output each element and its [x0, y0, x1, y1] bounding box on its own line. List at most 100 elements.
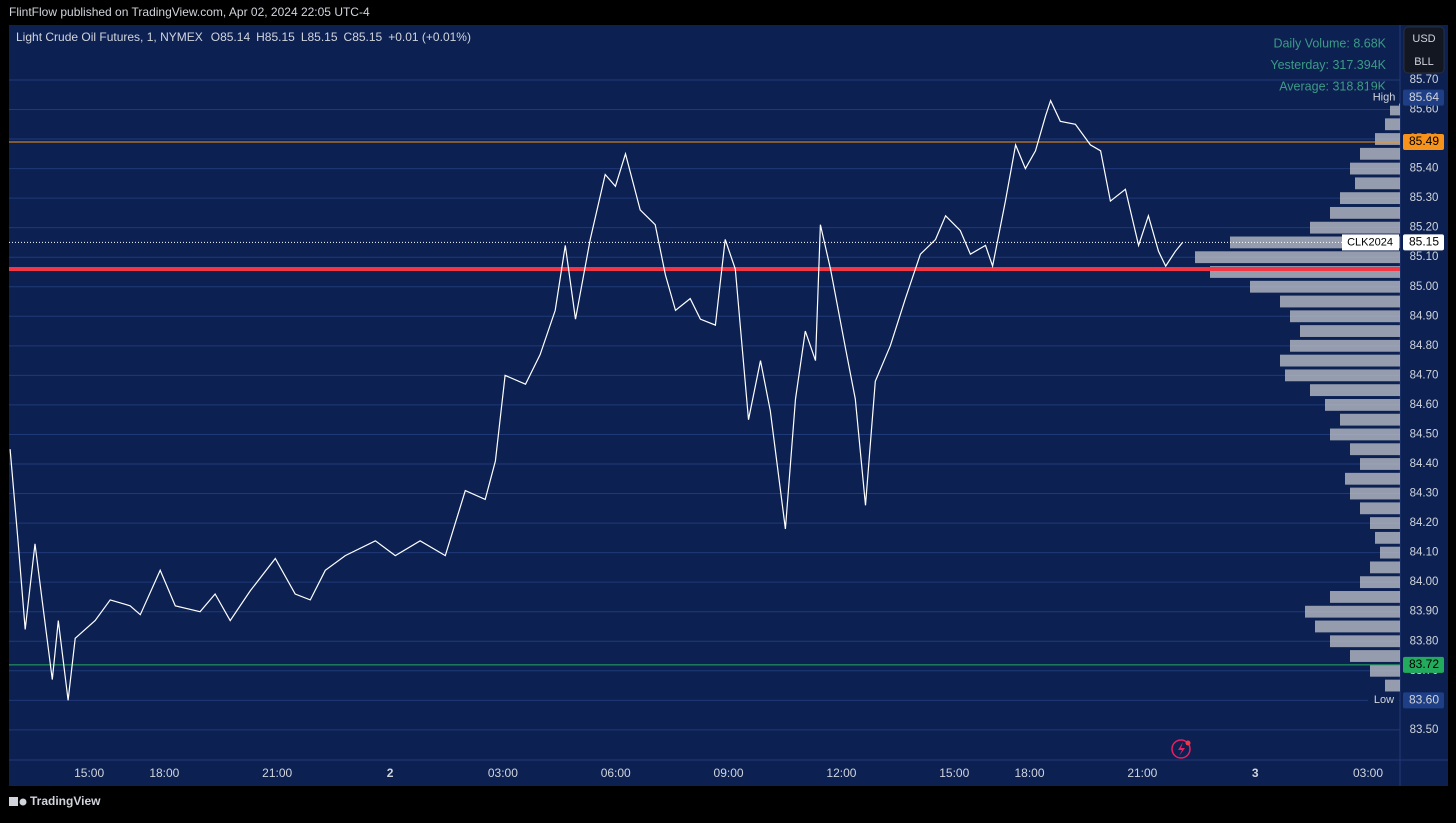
y-tick-label: 83.90 — [1410, 606, 1439, 618]
y-tick-label: 84.40 — [1410, 458, 1439, 470]
currency-button[interactable]: USD — [1412, 33, 1435, 45]
y-tick-label: 85.70 — [1410, 74, 1439, 86]
volume-profile-bar — [1325, 398, 1400, 411]
y-tick-label: 84.30 — [1410, 488, 1439, 500]
x-tick-label: 18:00 — [149, 766, 179, 780]
currency-button[interactable]: BLL — [1414, 56, 1434, 68]
y-tick-label: 84.00 — [1410, 576, 1439, 588]
volume-profile-bar — [1330, 206, 1400, 219]
y-tick-label: 84.90 — [1410, 310, 1439, 322]
logo — [9, 797, 27, 806]
volume-profile-bar — [1340, 413, 1400, 426]
last-price-label: 85.15 — [1409, 235, 1439, 249]
volume-profile-bar — [1315, 620, 1400, 633]
volume-profile-bar — [1290, 310, 1400, 323]
volume-profile-bar — [1350, 650, 1400, 662]
series-name: CLK2024 — [1347, 236, 1393, 248]
price-level-label: 85.49 — [1409, 134, 1439, 148]
volume-profile-bar — [1370, 561, 1400, 574]
marker-value: 83.60 — [1409, 692, 1439, 706]
x-tick-label: 3 — [1252, 766, 1259, 780]
alert-icon — [1171, 739, 1191, 759]
x-tick-label: 21:00 — [1127, 766, 1157, 780]
marker-name-box — [1368, 89, 1399, 106]
ohlc-value: +0.01 (+0.01%) — [388, 30, 471, 44]
volume-profile-bar — [1360, 576, 1400, 589]
last-price-box — [1403, 234, 1444, 251]
volume-profile-bar — [1290, 339, 1400, 352]
volume-profile-bar — [1330, 591, 1400, 603]
volume-profile-bar — [1390, 103, 1400, 116]
volume-profile-bar — [1280, 354, 1400, 367]
y-tick-label: 85.10 — [1410, 251, 1439, 263]
y-tick-label: 84.10 — [1410, 547, 1439, 559]
volume-profile-bar — [1285, 369, 1400, 382]
y-tick-label: 85.60 — [1410, 104, 1439, 116]
x-tick-label: 15:00 — [74, 766, 104, 780]
volume-profile-bar — [1385, 679, 1400, 692]
ohlc-value: H85.15 — [256, 30, 295, 44]
volume-profile-bar — [1360, 147, 1400, 160]
volume-profile-bar — [1300, 325, 1400, 337]
volume-stat: Yesterday: 317.394K — [1270, 58, 1386, 72]
y-tick-label: 84.80 — [1410, 340, 1439, 352]
currency-box[interactable] — [1403, 26, 1445, 74]
y-tick-label: 85.30 — [1410, 192, 1439, 204]
volume-profile-bar — [1250, 280, 1400, 293]
marker-value: 85.64 — [1409, 90, 1439, 104]
price-line — [9, 98, 1184, 701]
volume-profile-bar — [1280, 295, 1400, 308]
x-tick-label: 06:00 — [601, 766, 631, 780]
marker-name-box — [1368, 692, 1399, 709]
volume-profile-bar — [1370, 517, 1400, 529]
volume-profile-bar — [1310, 221, 1400, 234]
volume-profile-bar — [1370, 664, 1400, 677]
volume-profile-bar — [1210, 266, 1400, 278]
volume-profile-bar — [1360, 502, 1400, 515]
x-tick-label: 03:00 — [1353, 766, 1383, 780]
y-tick-label: 85.00 — [1410, 281, 1439, 293]
price-level-label: 83.72 — [1409, 657, 1439, 671]
x-tick-label: 09:00 — [714, 766, 744, 780]
volume-stat: Daily Volume: 8.68K — [1273, 36, 1386, 50]
published-line: FlintFlow published on TradingView.com, … — [9, 5, 370, 19]
volume-profile-bar — [1380, 546, 1400, 559]
x-tick-label: 03:00 — [488, 766, 518, 780]
price-level-box — [1403, 656, 1444, 673]
volume-profile-bar — [1340, 192, 1400, 205]
marker-name: High — [1373, 92, 1396, 104]
x-tick-label: 12:00 — [826, 766, 856, 780]
price-level-box — [1403, 133, 1444, 150]
volume-profile-bar — [1305, 605, 1400, 618]
x-tick-label: 15:00 — [939, 766, 969, 780]
ohlc-value: C85.15 — [344, 30, 383, 44]
series-name-box — [1342, 234, 1399, 251]
volume-profile-bar — [1195, 251, 1400, 264]
y-tick-label: 83.80 — [1410, 635, 1439, 647]
marker-value-box — [1403, 692, 1444, 709]
symbol-title: Light Crude Oil Futures, 1, NYMEX — [16, 30, 203, 44]
volume-profile-bar — [1375, 133, 1400, 145]
y-tick-label: 83.50 — [1410, 724, 1439, 736]
volume-profile-bar — [1360, 458, 1400, 470]
volume-profile-bar — [1330, 428, 1400, 441]
x-tick-label: 21:00 — [262, 766, 292, 780]
volume-profile-bar — [1375, 531, 1400, 544]
brand: TradingView — [30, 794, 101, 808]
y-tick-label: 85.40 — [1410, 163, 1439, 175]
x-tick-label: 18:00 — [1014, 766, 1044, 780]
y-tick-label: 85.20 — [1410, 222, 1439, 234]
ohlc-value: L85.15 — [301, 30, 338, 44]
volume-stat: Average: 318.819K — [1279, 79, 1386, 93]
volume-profile-bar — [1345, 472, 1400, 485]
y-tick-label: 84.70 — [1410, 369, 1439, 381]
volume-profile-bar — [1385, 118, 1400, 131]
marker-value-box — [1403, 89, 1444, 106]
plot-background — [9, 25, 1448, 786]
y-tick-label: 84.20 — [1410, 517, 1439, 529]
volume-profile-bar — [1350, 162, 1400, 175]
volume-profile-bar — [1350, 487, 1400, 500]
volume-profile-bar — [1330, 635, 1400, 648]
